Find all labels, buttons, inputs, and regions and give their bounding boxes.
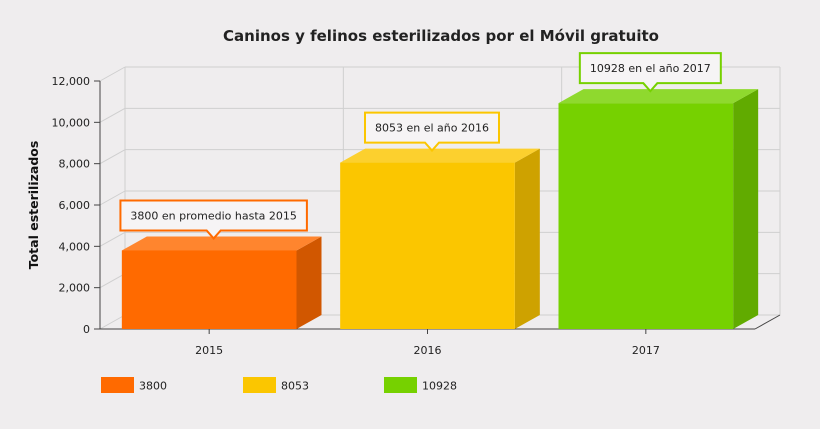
legend-swatch [243,377,276,393]
legend: 3800 8053 10928 [101,377,457,393]
bar-top [558,89,759,104]
data-tooltip: 3800 en promedio hasta 2015 [119,199,308,240]
gridline-depth [99,149,126,165]
legend-swatch [384,377,417,393]
data-tooltip-box [119,199,308,240]
data-tooltip: 10928 en el año 2017 [578,52,722,93]
y-tick-label: 0 [83,323,90,336]
legend-item: 10928 [384,377,457,393]
y-tick-label: 4,000 [59,240,91,253]
y-axis-title: Total esterilizados [26,141,41,270]
gridline-depth [99,314,126,330]
bar-front [340,162,515,329]
x-tick-label: 2015 [195,344,223,357]
data-tooltip-box [578,52,722,93]
gridline-depth [99,273,126,289]
legend-swatch [101,377,134,393]
bar-front [558,103,734,329]
y-tick-label: 6,000 [59,199,91,212]
gridline-depth [99,107,126,123]
bar-2017 [558,89,759,329]
data-tooltip-text: 3800 en promedio hasta 2015 [130,209,296,222]
y-tick-label: 10,000 [52,116,91,129]
gridline-depth [99,190,126,206]
data-tooltip-text: 10928 en el año 2017 [590,62,711,75]
y-tick-label: 8,000 [59,158,91,171]
bar-2015 [121,236,322,329]
gridline-depth [99,231,126,247]
bars-layer [121,89,759,329]
gridline-depth [99,66,126,82]
legend-label: 10928 [422,380,457,393]
bar-side [733,89,759,329]
bar-side [514,148,540,329]
bar-side [296,236,322,329]
tooltip-layer: 3800 en promedio hasta 2015 8053 en el añ… [119,52,722,240]
bar-2016 [340,148,540,329]
bar-front [121,250,297,329]
legend-item: 3800 [101,377,167,393]
bar-top [340,148,540,163]
data-tooltip-box [364,111,500,153]
bar-top [121,236,322,251]
data-tooltip: 8053 en el año 2016 [364,111,500,153]
x-tick-label: 2016 [414,344,442,357]
x-axis-depth-line [754,314,781,330]
legend-label: 3800 [139,380,167,393]
y-tick-label: 2,000 [59,282,91,295]
x-tick-label: 2017 [632,344,660,357]
chart-title: Caninos y felinos esterilizados por el M… [223,27,659,45]
data-tooltip-text: 8053 en el año 2016 [375,122,489,135]
y-tick-label: 12,000 [52,75,91,88]
legend-label: 8053 [281,380,309,393]
legend-item: 8053 [243,377,309,393]
